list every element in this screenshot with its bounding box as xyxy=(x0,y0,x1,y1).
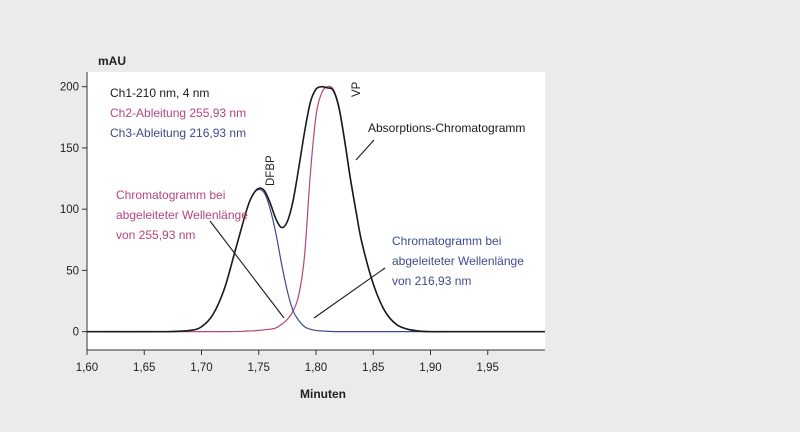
y-tick-label: 100 xyxy=(60,204,79,216)
x-tick-label: 1,80 xyxy=(305,362,327,374)
annotation-ch3-line: Chromatogramm bei xyxy=(392,234,501,248)
annotation-ch3-line: von 216,93 nm xyxy=(392,274,471,288)
leader-line-ch3 xyxy=(313,267,386,319)
y-tick-label: 0 xyxy=(73,327,79,339)
x-axis-title: Minuten xyxy=(300,387,346,401)
peak-label-vp: VP xyxy=(351,81,363,97)
axes-group: 0 50 100 150 200 1,60 1,65 1,70 1,75 1,80 1,85 1,90… xyxy=(60,54,545,401)
x-tick-label: 1,60 xyxy=(76,362,98,374)
legend-group: Ch1-210 nm, 4 nm Ch2-Ableitung 255,93 nm C… xyxy=(110,86,246,140)
x-tick-label: 1,95 xyxy=(477,362,499,374)
annotations-group: DFBP VP Absorptions-Chromatogramm Chromatog… xyxy=(116,81,525,319)
x-tick-label: 1,90 xyxy=(419,362,441,374)
x-tick-label: 1,70 xyxy=(190,362,212,374)
y-tick-label: 50 xyxy=(66,265,79,277)
annotation-ch2-line: Chromatogramm bei xyxy=(116,188,225,202)
leader-line-ch2 xyxy=(209,220,285,319)
annotation-ch3-line: abgeleiteter Wellenlänge xyxy=(392,254,524,268)
x-tick-label: 1,75 xyxy=(248,362,270,374)
peak-label-dfbp: DFBP xyxy=(265,155,277,186)
legend-entry: Ch2-Ableitung 255,93 nm xyxy=(110,106,246,120)
x-tick-label: 1,85 xyxy=(362,362,384,374)
x-tick-label: 1,65 xyxy=(133,362,155,374)
y-tick-label: 200 xyxy=(60,82,79,94)
series-group xyxy=(86,85,545,333)
leader-line-absorption xyxy=(355,139,375,161)
y-axis-title: mAU xyxy=(98,54,126,68)
legend-entry: Ch1-210 nm, 4 nm xyxy=(110,86,209,100)
y-tick-label: 150 xyxy=(60,143,79,155)
legend-entry: Ch3-Ableitung 216,93 nm xyxy=(110,126,246,140)
annotation-absorption: Absorptions-Chromatogramm xyxy=(368,121,525,135)
series-line-ch1 xyxy=(86,85,545,333)
annotation-ch2-line: von 255,93 nm xyxy=(116,228,195,242)
annotation-ch2-line: abgeleiteter Wellenlänge xyxy=(116,208,248,222)
